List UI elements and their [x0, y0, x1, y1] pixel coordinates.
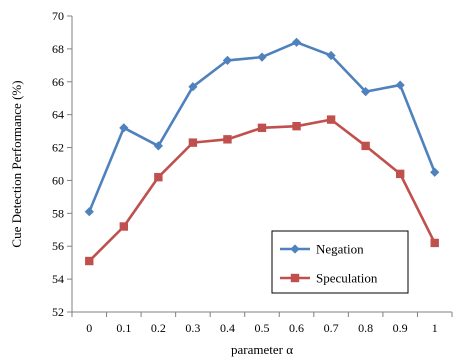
series-layer [84, 37, 440, 266]
negation-point [395, 80, 405, 90]
speculation-point [85, 256, 94, 266]
x-tick-label: 0.3 [185, 321, 200, 335]
y-tick-label: 54 [52, 272, 64, 286]
y-axis-ticks: 52 54 56 58 60 62 64 66 68 70 [52, 9, 72, 319]
negation-point [430, 167, 440, 177]
speculation-point [395, 169, 405, 179]
y-tick-label: 62 [52, 141, 64, 155]
negation-point [119, 123, 129, 133]
negation-point [291, 37, 302, 47]
x-tick-label: 0 [86, 321, 92, 335]
speculation-point [326, 115, 336, 124]
negation-point [257, 52, 267, 62]
speculation-point [292, 121, 301, 131]
x-tick-label: 0.2 [151, 321, 166, 335]
legend-negation-marker [290, 244, 300, 254]
speculation-point [361, 141, 370, 151]
speculation-point [257, 123, 267, 133]
y-tick-label: 68 [52, 42, 64, 56]
y-tick-label: 52 [52, 305, 64, 319]
x-tick-label: 0.7 [324, 321, 339, 335]
speculation-series [85, 115, 439, 266]
y-tick-label: 58 [52, 206, 64, 220]
speculation-point [188, 138, 198, 147]
negation-point [188, 82, 198, 92]
negation-point [222, 55, 233, 65]
negation-point [361, 87, 371, 97]
legend-box [271, 230, 409, 294]
y-tick-label: 66 [52, 75, 64, 89]
x-tick-label: 0.6 [289, 321, 304, 335]
negation-point [84, 207, 94, 217]
legend-negation-label: Negation [316, 242, 364, 257]
y-tick-label: 60 [52, 173, 64, 187]
negation-point [326, 50, 336, 61]
legend-speculation-label: Speculation [316, 271, 378, 286]
y-tick-label: 70 [52, 9, 64, 23]
negation-point [153, 141, 163, 151]
legend-speculation-marker [290, 273, 300, 283]
plot-area: 52 54 56 58 60 62 64 66 68 70 0 0.1 0.2 0.3 0.4 0.5 0.6… [52, 9, 453, 335]
x-axis-ticks: 0 0.1 0.2 0.3 0.4 0.5 0.6 0.7 0.8 0.9 1 [71, 312, 453, 335]
x-tick-label: 0.8 [358, 321, 373, 335]
x-tick-label: 0.5 [255, 321, 270, 335]
y-axis-title: Cue Detection Performance (%) [9, 80, 24, 247]
x-tick-label: 0.9 [393, 321, 408, 335]
speculation-point [430, 238, 439, 248]
speculation-point [223, 135, 232, 144]
x-axis-title: parameter α [231, 342, 293, 357]
negation-series [84, 37, 440, 217]
y-tick-label: 56 [52, 239, 64, 253]
speculation-point [154, 172, 163, 182]
speculation-point [119, 222, 129, 231]
legend: Negation Speculation [271, 230, 409, 294]
y-tick-label: 64 [52, 108, 64, 122]
x-tick-label: 1 [432, 321, 438, 335]
x-tick-label: 0.4 [220, 321, 235, 335]
x-tick-label: 0.1 [116, 321, 131, 335]
